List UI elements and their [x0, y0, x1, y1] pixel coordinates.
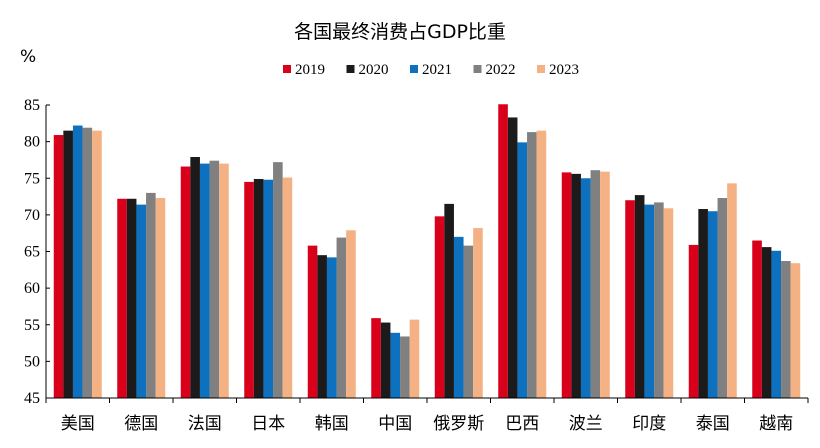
bar	[761, 247, 772, 398]
x-tick-label: 泰国	[696, 414, 730, 434]
bar	[498, 104, 508, 398]
y-tick-label: 45	[24, 390, 40, 407]
legend: 2019 2020 2021 2022 2023	[283, 62, 579, 78]
legend-swatch	[410, 65, 418, 73]
bar	[92, 130, 102, 398]
bar	[444, 203, 454, 398]
bar	[434, 216, 445, 398]
bar	[273, 162, 283, 398]
bar	[663, 208, 674, 398]
bar	[688, 244, 699, 398]
x-tick-label: 日本	[251, 414, 285, 434]
bar	[53, 135, 64, 398]
x-tick-label: 印度	[632, 414, 666, 434]
bar	[307, 245, 318, 398]
bar	[380, 322, 391, 398]
y-tick-label: 50	[24, 353, 40, 370]
bar	[536, 130, 547, 398]
bar	[180, 166, 191, 398]
bar	[63, 130, 73, 398]
y-axis-unit-label: %	[20, 47, 36, 67]
x-tick-label: 俄罗斯	[433, 414, 484, 434]
bar	[209, 160, 220, 398]
x-tick-label: 巴西	[505, 414, 539, 434]
bar	[453, 236, 464, 398]
x-axis: 美国 德国 法国 日本 韩国 中国 俄罗斯 巴西 波兰 印度 泰国 越南	[45, 397, 809, 434]
x-tick-label: 波兰	[569, 414, 603, 434]
bar	[571, 173, 581, 398]
bar	[625, 200, 635, 398]
bar	[790, 263, 801, 398]
bar	[317, 255, 327, 398]
bar	[253, 178, 264, 398]
bar	[527, 132, 537, 399]
x-tick-label: 越南	[759, 414, 793, 434]
bar	[136, 204, 147, 398]
bar	[600, 171, 610, 398]
legend-label: 2020	[359, 62, 389, 78]
bar	[72, 125, 83, 398]
bar	[190, 157, 200, 398]
y-tick-label: 75	[24, 170, 40, 187]
bar	[390, 332, 401, 398]
bar	[199, 163, 210, 398]
bar	[727, 183, 737, 398]
bar	[146, 192, 156, 398]
bar	[326, 257, 337, 398]
bar	[507, 117, 518, 398]
bar	[346, 230, 356, 398]
bar	[155, 198, 166, 398]
bars	[53, 104, 801, 399]
x-tick-label: 韩国	[315, 414, 349, 434]
legend-swatch	[537, 65, 545, 73]
bar	[244, 181, 254, 398]
y-tick-label: 60	[24, 280, 40, 297]
bar	[707, 211, 718, 398]
y-tick-label: 65	[24, 244, 40, 261]
legend-swatch	[346, 65, 355, 73]
bar	[561, 172, 572, 398]
legend-label: 2019	[295, 62, 325, 78]
legend-swatch	[283, 65, 291, 73]
bar	[781, 261, 791, 398]
bar	[371, 318, 381, 398]
bar	[219, 163, 229, 398]
bar	[752, 240, 762, 398]
y-tick-label: 55	[24, 317, 40, 334]
bar	[336, 237, 347, 398]
x-tick-label: 中国	[378, 414, 412, 434]
legend-swatch	[473, 65, 482, 73]
bar	[409, 319, 420, 398]
bar	[771, 250, 782, 398]
bar	[117, 198, 127, 398]
chart-title: 各国最终消费占GDP比重	[294, 21, 506, 43]
bar	[463, 245, 474, 398]
bar	[473, 228, 483, 398]
bar	[263, 179, 274, 398]
bar	[282, 177, 293, 398]
y-tick-label: 70	[24, 207, 40, 224]
bar	[580, 178, 591, 398]
legend-label: 2023	[549, 62, 579, 78]
bar	[82, 127, 93, 399]
bar	[634, 195, 645, 398]
legend-label: 2022	[486, 62, 516, 78]
y-tick-label: 80	[24, 134, 40, 151]
x-tick-label: 美国	[61, 414, 95, 434]
bar	[654, 202, 664, 398]
bar	[717, 198, 728, 398]
bar	[698, 209, 708, 398]
y-tick-label: 85	[24, 97, 40, 114]
bar	[644, 204, 655, 398]
y-axis: 45 50 55 60 65 70 75 80 85	[24, 97, 50, 407]
bar	[590, 170, 601, 398]
bar	[517, 142, 528, 398]
x-tick-label: 法国	[188, 414, 222, 434]
x-tick-label: 德国	[124, 414, 158, 434]
bar	[126, 198, 137, 398]
bar	[400, 336, 410, 398]
legend-label: 2021	[422, 62, 452, 78]
